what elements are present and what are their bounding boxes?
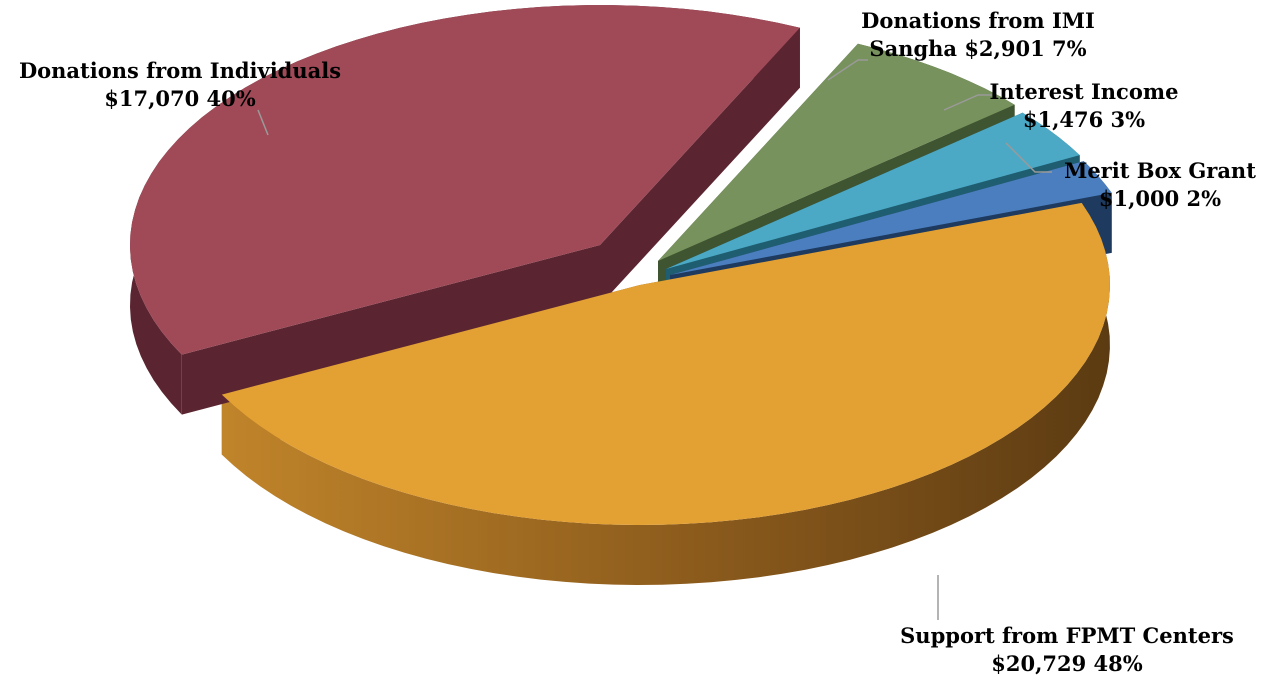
slice-imi xyxy=(658,43,1015,261)
slice-label-interest-value: $1,476 3% xyxy=(1023,107,1145,132)
leader-line-individuals xyxy=(257,109,269,136)
slice-wall-individuals-0 xyxy=(181,245,601,415)
slice-support xyxy=(221,202,1110,525)
slice-label-imi-value: Sangha $2,901 7% xyxy=(869,36,1086,61)
slice-label-merit-value: $1,000 2% xyxy=(1099,186,1221,211)
slice-label-individuals-value: $17,070 40% xyxy=(104,86,256,111)
slice-interest xyxy=(666,112,1080,269)
slice-wall-individuals-1 xyxy=(600,27,800,306)
slice-merit xyxy=(670,161,1112,275)
slice-label-interest-name: Interest Income xyxy=(990,79,1179,104)
leader-lines xyxy=(257,59,1052,620)
slice-rim-support xyxy=(221,202,1110,585)
pie-tops xyxy=(130,5,1112,525)
leader-line-imi xyxy=(827,59,868,81)
slice-label-merit-name: Merit Box Grant xyxy=(1064,158,1256,183)
slice-label-support-value: $20,729 48% xyxy=(991,651,1143,676)
slice-label-individuals-name: Donations from Individuals xyxy=(19,58,341,83)
slice-label-imi-name: Donations from IMI xyxy=(861,8,1095,33)
slice-individuals xyxy=(130,5,800,355)
leader-line-interest xyxy=(943,94,992,111)
leader-line-merit xyxy=(1005,142,1052,173)
data-labels: Donations from Individuals $17,070 40% D… xyxy=(19,8,1256,676)
slice-label-support-name: Support from FPMT Centers xyxy=(900,623,1234,648)
